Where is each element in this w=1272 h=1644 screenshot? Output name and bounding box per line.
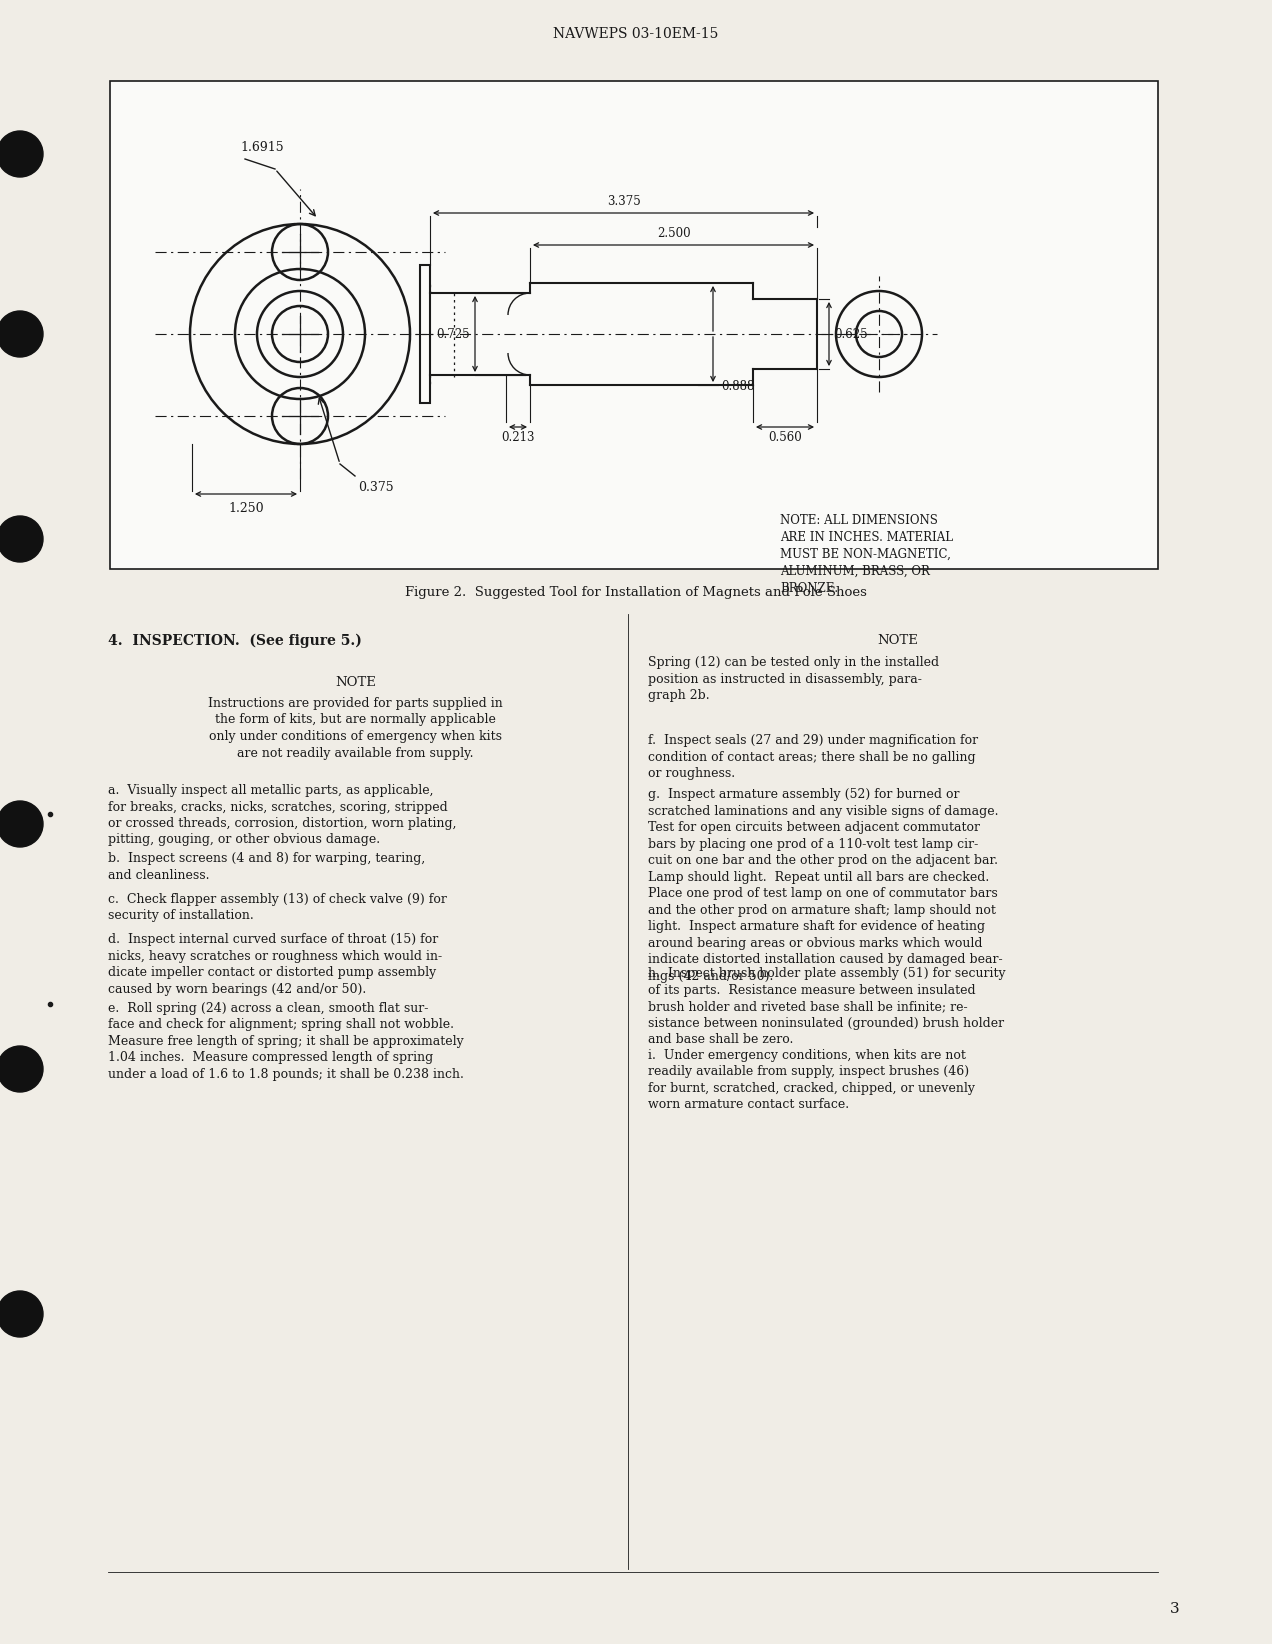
Text: Instructions are provided for parts supplied in
the form of kits, but are normal: Instructions are provided for parts supp… [209,697,502,760]
Text: 0.725: 0.725 [436,327,469,340]
Text: 0.625: 0.625 [834,327,868,340]
Text: d.  Inspect internal curved surface of throat (15) for
nicks, heavy scratches or: d. Inspect internal curved surface of th… [108,934,443,996]
Text: NOTE: ALL DIMENSIONS
ARE IN INCHES. MATERIAL
MUST BE NON-MAGNETIC,
ALUMINUM, BRA: NOTE: ALL DIMENSIONS ARE IN INCHES. MATE… [780,515,953,595]
Text: Figure 2.  Suggested Tool for Installation of Magnets and Pole Shoes: Figure 2. Suggested Tool for Installatio… [404,585,868,598]
Text: 1.6915: 1.6915 [240,141,284,155]
Text: e.  Roll spring (24) across a clean, smooth flat sur-
face and check for alignme: e. Roll spring (24) across a clean, smoo… [108,1001,464,1080]
Text: 0.375: 0.375 [357,482,393,493]
Text: c.  Check flapper assembly (13) of check valve (9) for
security of installation.: c. Check flapper assembly (13) of check … [108,893,446,922]
Text: 3.375: 3.375 [607,196,640,209]
Text: 1.250: 1.250 [228,501,263,515]
Bar [420,265,430,403]
Text: 0.560: 0.560 [768,431,801,444]
Text: i.  Under emergency conditions, when kits are not
readily available from supply,: i. Under emergency conditions, when kits… [647,1049,976,1111]
Circle shape [0,516,43,562]
Circle shape [0,801,43,847]
Text: g.  Inspect armature assembly (52) for burned or
scratched laminations and any v: g. Inspect armature assembly (52) for bu… [647,789,1002,983]
Text: NOTE: NOTE [878,635,918,648]
Circle shape [0,311,43,357]
Text: a.  Visually inspect all metallic parts, as applicable,
for breaks, cracks, nick: a. Visually inspect all metallic parts, … [108,784,457,847]
Circle shape [0,132,43,178]
Text: NOTE: NOTE [335,676,377,689]
Text: b.  Inspect screens (4 and 8) for warping, tearing,
and cleanliness.: b. Inspect screens (4 and 8) for warping… [108,852,425,881]
Text: 4.  INSPECTION.  (See figure 5.): 4. INSPECTION. (See figure 5.) [108,635,361,648]
Text: f.  Inspect seals (27 and 29) under magnification for
condition of contact areas: f. Inspect seals (27 and 29) under magni… [647,733,978,779]
Text: 0.213: 0.213 [501,431,534,444]
Circle shape [0,1291,43,1337]
Text: 0.888: 0.888 [721,380,754,393]
Bar [109,81,1158,569]
Text: NAVWEPS 03-10EM-15: NAVWEPS 03-10EM-15 [553,26,719,41]
Text: h.  Inspect brush holder plate assembly (51) for security
of its parts.  Resista: h. Inspect brush holder plate assembly (… [647,967,1006,1046]
Circle shape [0,1046,43,1092]
Text: Spring (12) can be tested only in the installed
position as instructed in disass: Spring (12) can be tested only in the in… [647,656,939,702]
Text: 3: 3 [1170,1601,1180,1616]
Text: 2.500: 2.500 [656,227,691,240]
